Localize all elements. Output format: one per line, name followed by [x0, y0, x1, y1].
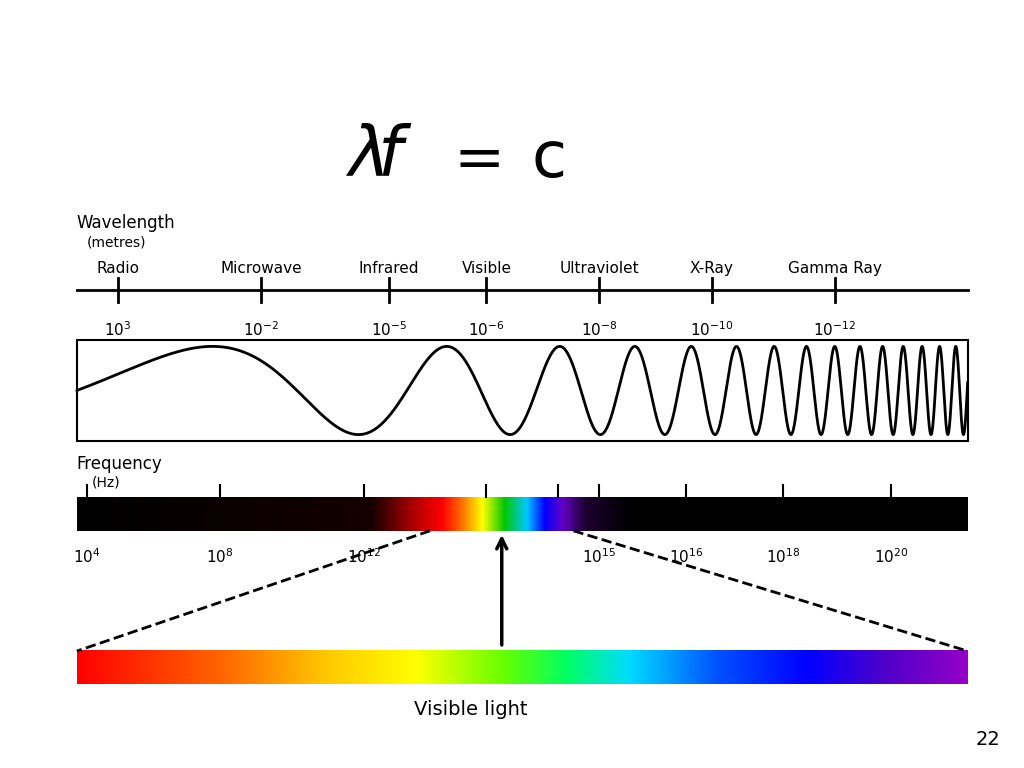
Text: 10$^{12}$: 10$^{12}$ — [346, 548, 381, 566]
Text: $=$: $=$ — [441, 129, 501, 188]
Text: Visible: Visible — [462, 260, 511, 276]
Text: Microwave: Microwave — [220, 260, 302, 276]
Text: 10$^{15}$: 10$^{15}$ — [582, 548, 616, 566]
Text: $\lambda\!f$: $\lambda\!f$ — [345, 123, 413, 190]
Text: 10$^{3}$: 10$^{3}$ — [104, 320, 131, 339]
Text: Wavelength: Wavelength — [77, 214, 175, 233]
Text: Gamma Ray: Gamma Ray — [787, 260, 882, 276]
Text: 10$^{16}$: 10$^{16}$ — [669, 548, 703, 566]
Text: 10$^{18}$: 10$^{18}$ — [766, 548, 801, 566]
Text: 10$^{-12}$: 10$^{-12}$ — [813, 320, 856, 339]
Text: (metres): (metres) — [87, 235, 146, 249]
Text: Infrared: Infrared — [358, 260, 420, 276]
Text: 10$^{-6}$: 10$^{-6}$ — [468, 320, 505, 339]
Text: Radio: Radio — [96, 260, 139, 276]
Text: 10$^{-8}$: 10$^{-8}$ — [581, 320, 617, 339]
Bar — [77, 340, 968, 441]
Text: (Hz): (Hz) — [92, 475, 121, 490]
Text: Visible light: Visible light — [415, 700, 527, 719]
Text: 22: 22 — [976, 730, 1000, 750]
Text: $\mathsf{c}$: $\mathsf{c}$ — [531, 127, 564, 190]
Text: 10$^{4}$: 10$^{4}$ — [73, 548, 101, 566]
Text: 10$^{20}$: 10$^{20}$ — [873, 548, 908, 566]
Text: X-Ray: X-Ray — [690, 260, 733, 276]
Text: 10$^{-10}$: 10$^{-10}$ — [690, 320, 733, 339]
Text: 10$^{-2}$: 10$^{-2}$ — [243, 320, 280, 339]
Text: Ultraviolet: Ultraviolet — [559, 260, 639, 276]
Text: 10$^{-5}$: 10$^{-5}$ — [371, 320, 408, 339]
Text: Electromagnetic spectrum: Electromagnetic spectrum — [145, 23, 879, 77]
Text: 10$^{8}$: 10$^{8}$ — [207, 548, 233, 566]
Text: Frequency: Frequency — [77, 455, 163, 473]
